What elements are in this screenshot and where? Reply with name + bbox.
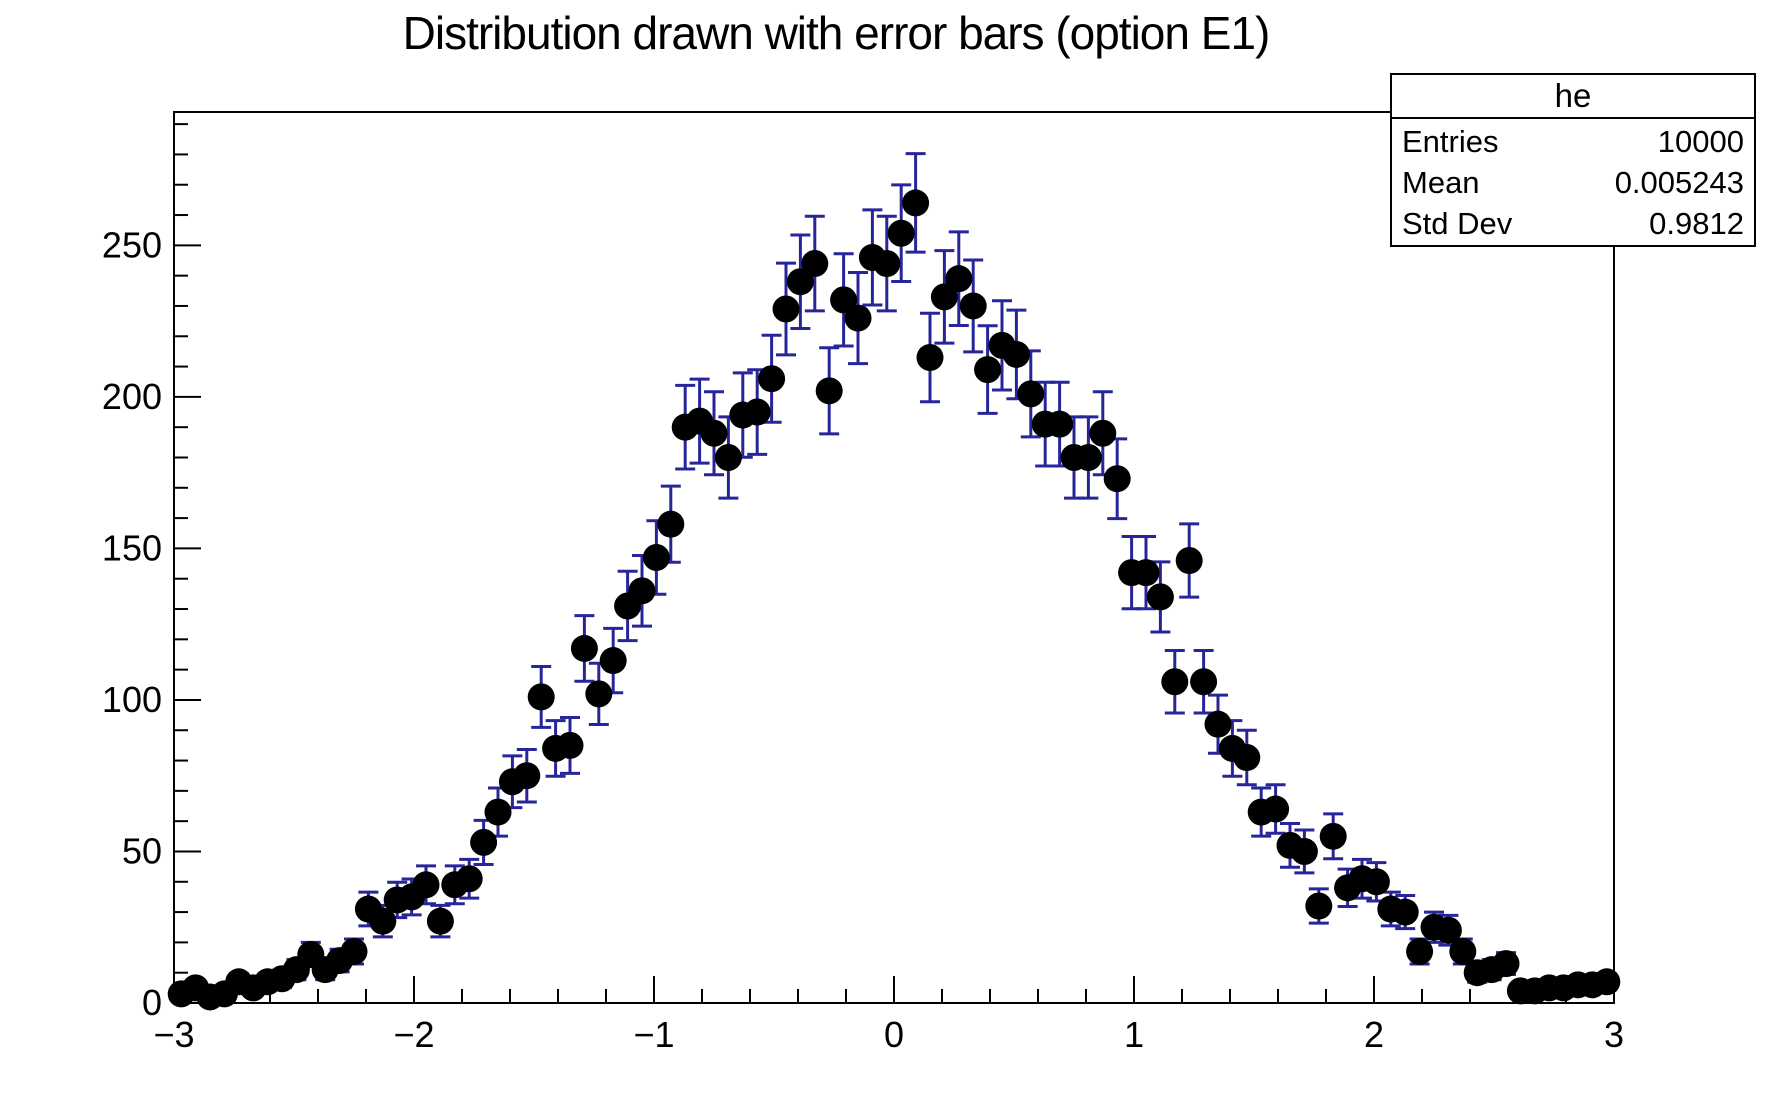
data-point <box>1103 465 1131 493</box>
data-point <box>1074 443 1102 471</box>
data-point <box>930 283 958 311</box>
data-point <box>628 577 656 605</box>
y-tick-label: 100 <box>102 679 162 720</box>
data-point <box>830 286 858 314</box>
stats-value: 0.9812 <box>1649 206 1744 241</box>
data-point <box>758 365 786 393</box>
data-point <box>1161 668 1189 696</box>
x-tick-label: −3 <box>153 1014 194 1055</box>
stats-row-entries: Entries 10000 <box>1392 121 1754 162</box>
data-point <box>527 683 555 711</box>
data-point <box>556 731 584 759</box>
data-point <box>585 680 613 708</box>
stats-rows: Entries 10000 Mean 0.005243 Std Dev 0.98… <box>1392 119 1754 246</box>
data-point <box>426 907 454 935</box>
y-tick-label: 50 <box>122 830 162 871</box>
data-point <box>1434 916 1462 944</box>
data-point <box>570 634 598 662</box>
data-point <box>1290 837 1318 865</box>
axis-tick-labels: −3 −2 −1 0 1 2 3 0 50 100 150 200 250 <box>102 224 1624 1055</box>
data-point <box>714 443 742 471</box>
data-point <box>974 356 1002 384</box>
stats-row-stddev: Std Dev 0.9812 <box>1392 203 1754 244</box>
data-points <box>167 189 1621 1011</box>
data-point <box>470 828 498 856</box>
data-point <box>1319 822 1347 850</box>
y-tick-label: 250 <box>102 224 162 265</box>
stats-value: 10000 <box>1657 124 1744 159</box>
data-point <box>815 377 843 405</box>
data-point <box>1362 868 1390 896</box>
stats-box-title: he <box>1392 75 1754 119</box>
data-point <box>1046 410 1074 438</box>
data-point <box>642 544 670 571</box>
chart-title: Distribution drawn with error bars (opti… <box>402 7 1271 59</box>
data-point <box>700 419 728 447</box>
x-tick-label: −2 <box>393 1014 434 1055</box>
error-bars <box>171 152 1617 1007</box>
data-point <box>844 304 872 332</box>
data-point <box>902 189 930 217</box>
data-point <box>887 219 915 247</box>
data-point <box>1089 419 1117 447</box>
data-point <box>657 510 685 538</box>
y-tick-label: 150 <box>102 527 162 568</box>
data-point <box>369 907 397 935</box>
stats-label: Mean <box>1402 165 1480 200</box>
data-point <box>513 762 541 790</box>
data-point <box>801 250 829 278</box>
stats-box: he Entries 10000 Mean 0.005243 Std Dev 0… <box>1390 73 1756 247</box>
data-point <box>1449 937 1477 965</box>
data-point <box>916 343 944 371</box>
y-tick-label: 0 <box>142 982 162 1023</box>
x-tick-label: −1 <box>633 1014 674 1055</box>
stats-label: Std Dev <box>1402 206 1513 241</box>
stats-row-mean: Mean 0.005243 <box>1392 162 1754 203</box>
data-point <box>1190 668 1218 696</box>
data-point <box>1262 795 1290 823</box>
data-point <box>1204 710 1232 738</box>
data-point <box>1492 950 1520 978</box>
data-point <box>786 268 814 296</box>
x-tick-label: 1 <box>1124 1014 1144 1055</box>
data-point <box>1132 559 1160 587</box>
data-point <box>412 871 440 899</box>
y-tick-label: 200 <box>102 376 162 417</box>
x-tick-label: 2 <box>1364 1014 1384 1055</box>
data-point <box>1593 968 1621 996</box>
x-tick-label: 3 <box>1604 1014 1624 1055</box>
data-point <box>1391 898 1419 926</box>
data-point <box>1017 380 1045 408</box>
data-point <box>1406 937 1434 965</box>
data-point <box>484 798 512 826</box>
data-point <box>772 295 800 323</box>
data-point <box>1175 547 1203 575</box>
data-point <box>1305 892 1333 920</box>
data-point <box>743 398 771 426</box>
data-point <box>959 292 987 320</box>
data-point <box>1146 583 1174 611</box>
data-point <box>455 865 483 893</box>
data-point <box>1233 744 1261 772</box>
x-tick-label: 0 <box>884 1014 904 1055</box>
stats-label: Entries <box>1402 124 1499 159</box>
data-point <box>1002 340 1030 368</box>
axis-ticks <box>173 123 1615 1004</box>
data-point <box>945 265 973 293</box>
stats-value: 0.005243 <box>1614 165 1744 200</box>
data-point <box>340 937 368 965</box>
data-point <box>599 647 627 675</box>
data-point <box>873 250 901 278</box>
